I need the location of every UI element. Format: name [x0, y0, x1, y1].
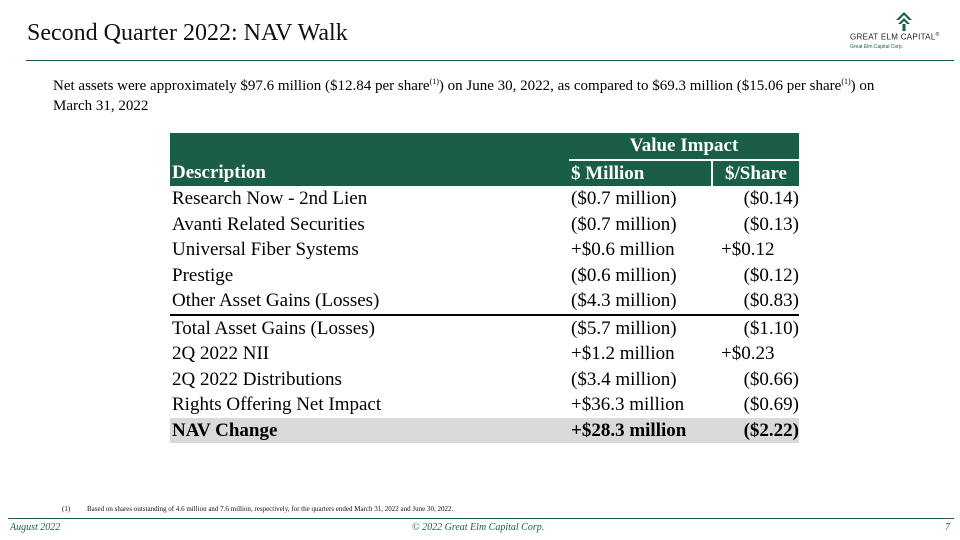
- table-cell-share: ($0.69): [743, 394, 799, 416]
- table-column-header-row: Description $ Million $/Share: [170, 159, 799, 186]
- footnote-marker: (1): [62, 505, 71, 513]
- intro-paragraph: Net assets were approximately $97.6 mill…: [53, 77, 875, 114]
- table-cell-share: ($0.14): [743, 188, 799, 210]
- table-cell-description: Universal Fiber Systems: [172, 239, 359, 261]
- table-cell-share: +$0.23: [721, 343, 775, 365]
- table-cell-share: ($0.12): [743, 264, 799, 286]
- table-cell-description: Rights Offering Net Impact: [172, 394, 382, 416]
- footnote-text: Based on shares outstanding of 4.6 milli…: [87, 505, 454, 513]
- table-cell-million: ($0.7 million): [571, 188, 677, 210]
- footer-divider: [8, 518, 954, 519]
- footnote: (1) Based on shares outstanding of 4.6 mi…: [62, 505, 453, 513]
- nav-walk-table: Value Impact Description $ Million $/Sha…: [170, 133, 799, 443]
- table-row: Rights Offering Net Impact +$36.3 million…: [170, 392, 799, 418]
- table-cell-share: ($0.66): [743, 368, 799, 390]
- table-row: Avanti Related Securities ($0.7 million) (…: [170, 212, 799, 238]
- logo-wordmark: GREAT ELM CAPITAL®: [850, 32, 940, 42]
- table-cell-million: ($5.7 million): [569, 313, 712, 341]
- table-cell-million: +$36.3 million: [571, 394, 685, 416]
- table-cell-million: +$1.2 million: [571, 343, 675, 365]
- value-impact-header: Value Impact: [569, 133, 799, 161]
- table-cell-million: +$0.6 million: [571, 239, 675, 261]
- company-logo: GREAT ELM CAPITAL® Great Elm Capital Cor…: [848, 8, 956, 56]
- footer-copyright: © 2022 Great Elm Capital Corp.: [412, 522, 545, 533]
- nav-change-total-row: NAV Change +$28.3 million ($2.22): [170, 417, 799, 443]
- page-number: 7: [945, 522, 950, 533]
- table-cell-million: ($0.6 million): [571, 264, 677, 286]
- table-cell-description: Avanti Related Securities: [172, 213, 365, 235]
- table-cell-million: ($0.7 million): [571, 213, 677, 235]
- description-header: Description: [170, 159, 569, 186]
- table-row: 2Q 2022 NII +$1.2 million +$0.23: [170, 341, 799, 367]
- title-divider: [26, 60, 954, 61]
- table-row: Research Now - 2nd Lien ($0.7 million) ($0…: [170, 186, 799, 212]
- table-row: Other Asset Gains (Losses) ($4.3 million)…: [170, 288, 799, 315]
- table-row: Total Asset Gains (Losses) ($5.7 million)…: [170, 313, 799, 341]
- table-cell-description: NAV Change: [170, 417, 569, 443]
- million-header: $ Million: [569, 159, 713, 186]
- table-cell-share: ($1.10): [712, 313, 799, 341]
- table-row: 2Q 2022 Distributions ($3.4 million) ($0.6…: [170, 367, 799, 393]
- table-cell-million: ($4.3 million): [571, 290, 677, 312]
- table-cell-description: Total Asset Gains (Losses): [170, 313, 569, 341]
- table-cell-share: ($0.83): [743, 290, 799, 312]
- footer-date: August 2022: [10, 522, 61, 533]
- tree-logo-icon: [896, 12, 912, 31]
- table-cell-description: 2Q 2022 Distributions: [172, 368, 342, 390]
- table-cell-description: Other Asset Gains (Losses): [172, 290, 380, 312]
- table-cell-million: +$28.3 million: [569, 417, 712, 443]
- table-cell-share: ($0.13): [743, 213, 799, 235]
- table-cell-description: 2Q 2022 NII: [172, 343, 270, 365]
- table-cell-description: Prestige: [172, 264, 234, 286]
- table-cell-share: +$0.12: [721, 239, 775, 261]
- table-cell-description: Research Now - 2nd Lien: [172, 188, 368, 210]
- table-group-header-row: Value Impact: [170, 133, 799, 161]
- slide-title: Second Quarter 2022: NAV Walk: [27, 20, 348, 46]
- table-row: Universal Fiber Systems +$0.6 million +$0.…: [170, 237, 799, 263]
- table-cell-share: ($2.22): [712, 417, 799, 443]
- table-row: Prestige ($0.6 million) ($0.12): [170, 263, 799, 289]
- table-cell-million: ($3.4 million): [571, 368, 677, 390]
- header-blank-cell: [170, 133, 569, 160]
- per-share-header: $/Share: [712, 159, 799, 186]
- logo-tagline: Great Elm Capital Corp.: [850, 44, 904, 50]
